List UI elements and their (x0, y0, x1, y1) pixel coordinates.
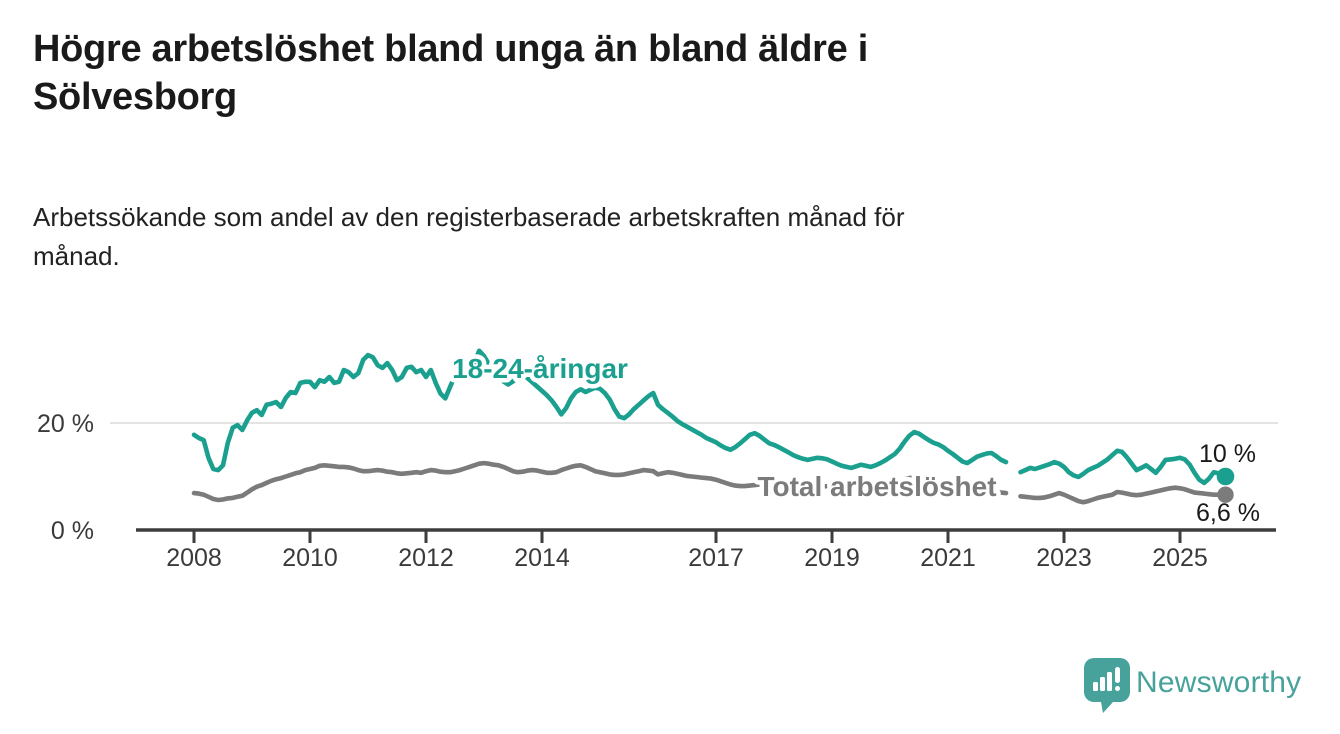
exclamation-dot (1115, 686, 1120, 691)
line-total (191, 460, 1226, 505)
chart-canvas: 20 % 0 % 2008 2010 2012 2014 2017 2019 2021 2023 2… (37, 348, 1278, 572)
page-title: Högre arbetslöshet bland unga än bland ä… (33, 26, 1303, 122)
series-label-young: 18-24-åringar (452, 353, 628, 384)
bar-3 (1107, 672, 1112, 691)
subtitle-line-1: Arbetssökande som andel av den registerb… (33, 202, 905, 232)
end-dot-young (1216, 467, 1235, 486)
x-tick-label-2014: 2014 (514, 544, 570, 572)
x-tick-label-2010: 2010 (282, 544, 338, 572)
newsworthy-brand: Newsworthy (1084, 656, 1324, 713)
bar-1 (1093, 682, 1098, 691)
x-tick-label-2012: 2012 (398, 544, 454, 572)
end-value-young: 10 % (1199, 440, 1256, 468)
exclamation-stem (1115, 667, 1120, 683)
y-tick-label-0: 20 % (37, 410, 94, 438)
x-tick-label-2017: 2017 (688, 544, 744, 572)
x-tick-label-2023: 2023 (1036, 544, 1092, 572)
title-line-1: Högre arbetslöshet bland unga än bland ä… (33, 28, 869, 70)
x-tick-label-2019: 2019 (804, 544, 860, 572)
y-tick-label-1: 0 % (51, 517, 94, 545)
title-line-2: Sölvesborg (33, 75, 237, 118)
chart-subtitle: Arbetssökande som andel av den registerb… (33, 198, 1273, 276)
x-tick-label-2021: 2021 (920, 544, 976, 572)
bar-2 (1100, 677, 1105, 691)
x-tick-label-2008: 2008 (166, 544, 222, 572)
x-tick-label-2025: 2025 (1152, 544, 1208, 572)
series-label-total: Total arbetslöshet (757, 471, 996, 502)
brand-wordmark: Newsworthy (1136, 666, 1302, 699)
end-dot-total (1217, 486, 1234, 503)
newsworthy-logo-icon (1084, 658, 1130, 713)
unemployment-line-chart: 20 % 0 % 2008 2010 2012 2014 2017 2019 2021 2023 2… (0, 330, 1340, 580)
end-value-total: 6,6 % (1196, 499, 1260, 527)
line-young (191, 348, 1226, 486)
subtitle-line-2: månad. (33, 241, 120, 271)
